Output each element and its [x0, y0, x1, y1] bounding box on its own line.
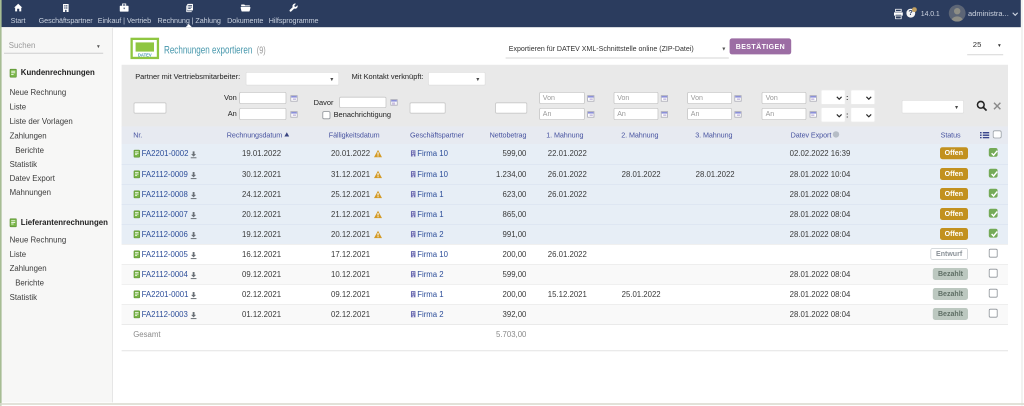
svg-text:DATEV: DATEV [138, 52, 152, 57]
